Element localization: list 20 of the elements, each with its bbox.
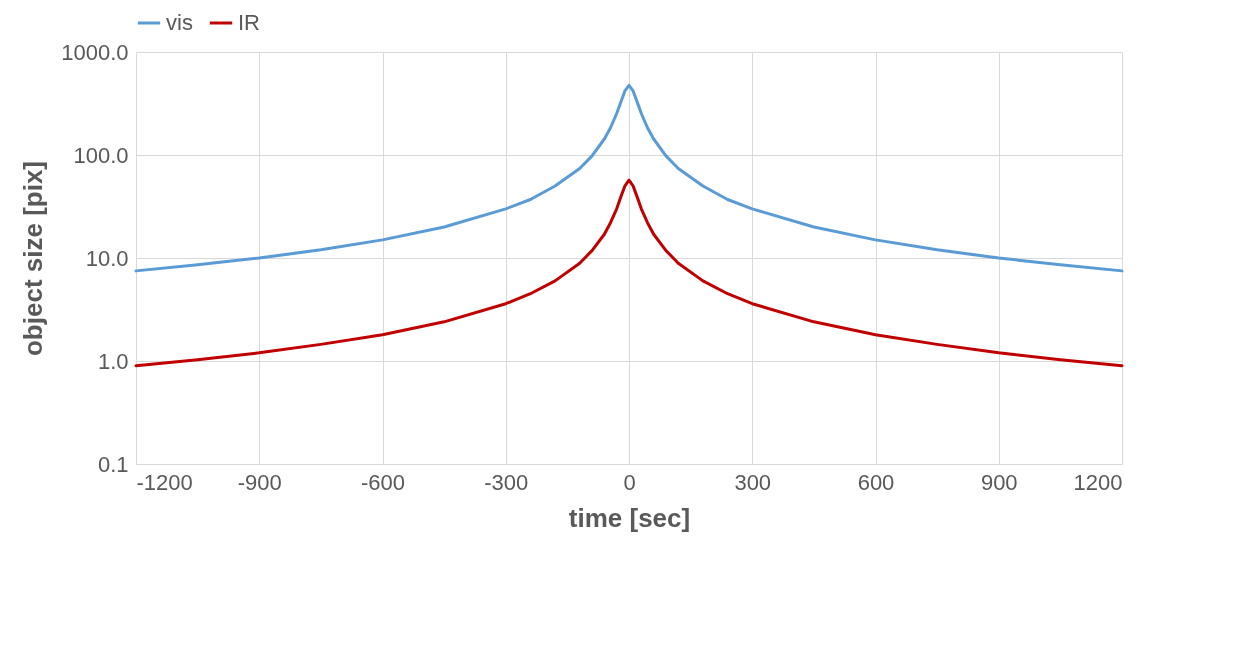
y-tick-label: 100.0 xyxy=(73,142,129,168)
legend-label: vis xyxy=(166,10,193,35)
y-axis-title: object size [pix] xyxy=(18,160,49,357)
x-tick-label: -900 xyxy=(237,469,282,495)
x-tick-label: -600 xyxy=(360,469,406,495)
x-tick-label: -1200 xyxy=(136,469,193,495)
y-tick-label: 0.1 xyxy=(97,451,129,477)
legend-label: IR xyxy=(238,10,260,35)
x-tick-label: 300 xyxy=(734,469,772,495)
x-axis-title: time [sec] xyxy=(568,502,691,533)
y-tick-label: 1.0 xyxy=(97,348,129,374)
line-series xyxy=(134,83,1124,273)
y-tick-label: 10.0 xyxy=(85,245,129,271)
x-tick-label: 1200 xyxy=(1073,469,1123,495)
x-tick-label: -300 xyxy=(484,469,529,495)
x-tick-label: 0 xyxy=(623,469,636,495)
y-tick-label: 1000.0 xyxy=(61,39,129,65)
x-tick-label: 900 xyxy=(980,469,1018,495)
x-tick-label: 600 xyxy=(857,469,895,495)
line-series xyxy=(134,178,1124,368)
